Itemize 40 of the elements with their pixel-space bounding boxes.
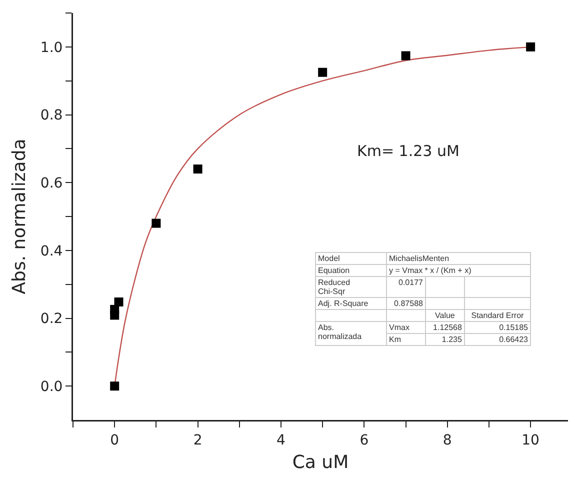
y-axis-title: Abs. normalizada [8, 138, 30, 294]
point [526, 42, 536, 52]
annotation: Km= 1.23 uM [357, 142, 460, 160]
x-tick-label: 10 [522, 432, 540, 448]
annotation: 0.66423 [464, 334, 530, 346]
annotation: 1.12568 [425, 322, 464, 334]
x-tick-label: 0 [110, 432, 120, 448]
annotation: Reduced Chi-Sqr [316, 276, 386, 298]
point [318, 68, 328, 77]
point [401, 51, 410, 60]
annotation: 0.87588 [386, 298, 426, 310]
annotation: MichaelisMenten [386, 252, 530, 264]
point [114, 297, 124, 306]
annotation: Adj. R-Square [316, 298, 386, 310]
y-tick-label: 1.0 [40, 40, 63, 56]
annotation: 0.0177 [386, 276, 426, 298]
y-tick-label: 0.4 [40, 243, 63, 260]
x-tick-label: 6 [360, 432, 369, 448]
annotation: Value [425, 310, 464, 322]
annotation: Km [386, 334, 426, 346]
y-tick-label: 0.0 [40, 378, 63, 395]
annotation: Vmax [386, 322, 426, 334]
x-tick-label: 8 [442, 432, 452, 448]
point [110, 382, 120, 391]
x-tick-label: 2 [193, 432, 202, 448]
annotation: 1.235 [425, 334, 464, 346]
x-axis-title: Ca uM [292, 452, 349, 474]
y-tick-label: 0.6 [40, 175, 63, 192]
point [110, 304, 120, 314]
annotation: y = Vmax * x / (Km + x) [386, 264, 530, 276]
annotation: Equation [316, 264, 386, 276]
point [193, 164, 202, 174]
point [152, 218, 161, 228]
annotation: Model [316, 252, 386, 264]
annotation: Standard Error [464, 310, 530, 322]
y-tick-label: 0.2 [40, 311, 63, 328]
annotation: Abs. normalizada [316, 322, 386, 346]
annotation: 0.15185 [464, 322, 530, 334]
y-tick-label: 0.8 [40, 108, 63, 124]
x-tick-label: 4 [276, 432, 286, 448]
